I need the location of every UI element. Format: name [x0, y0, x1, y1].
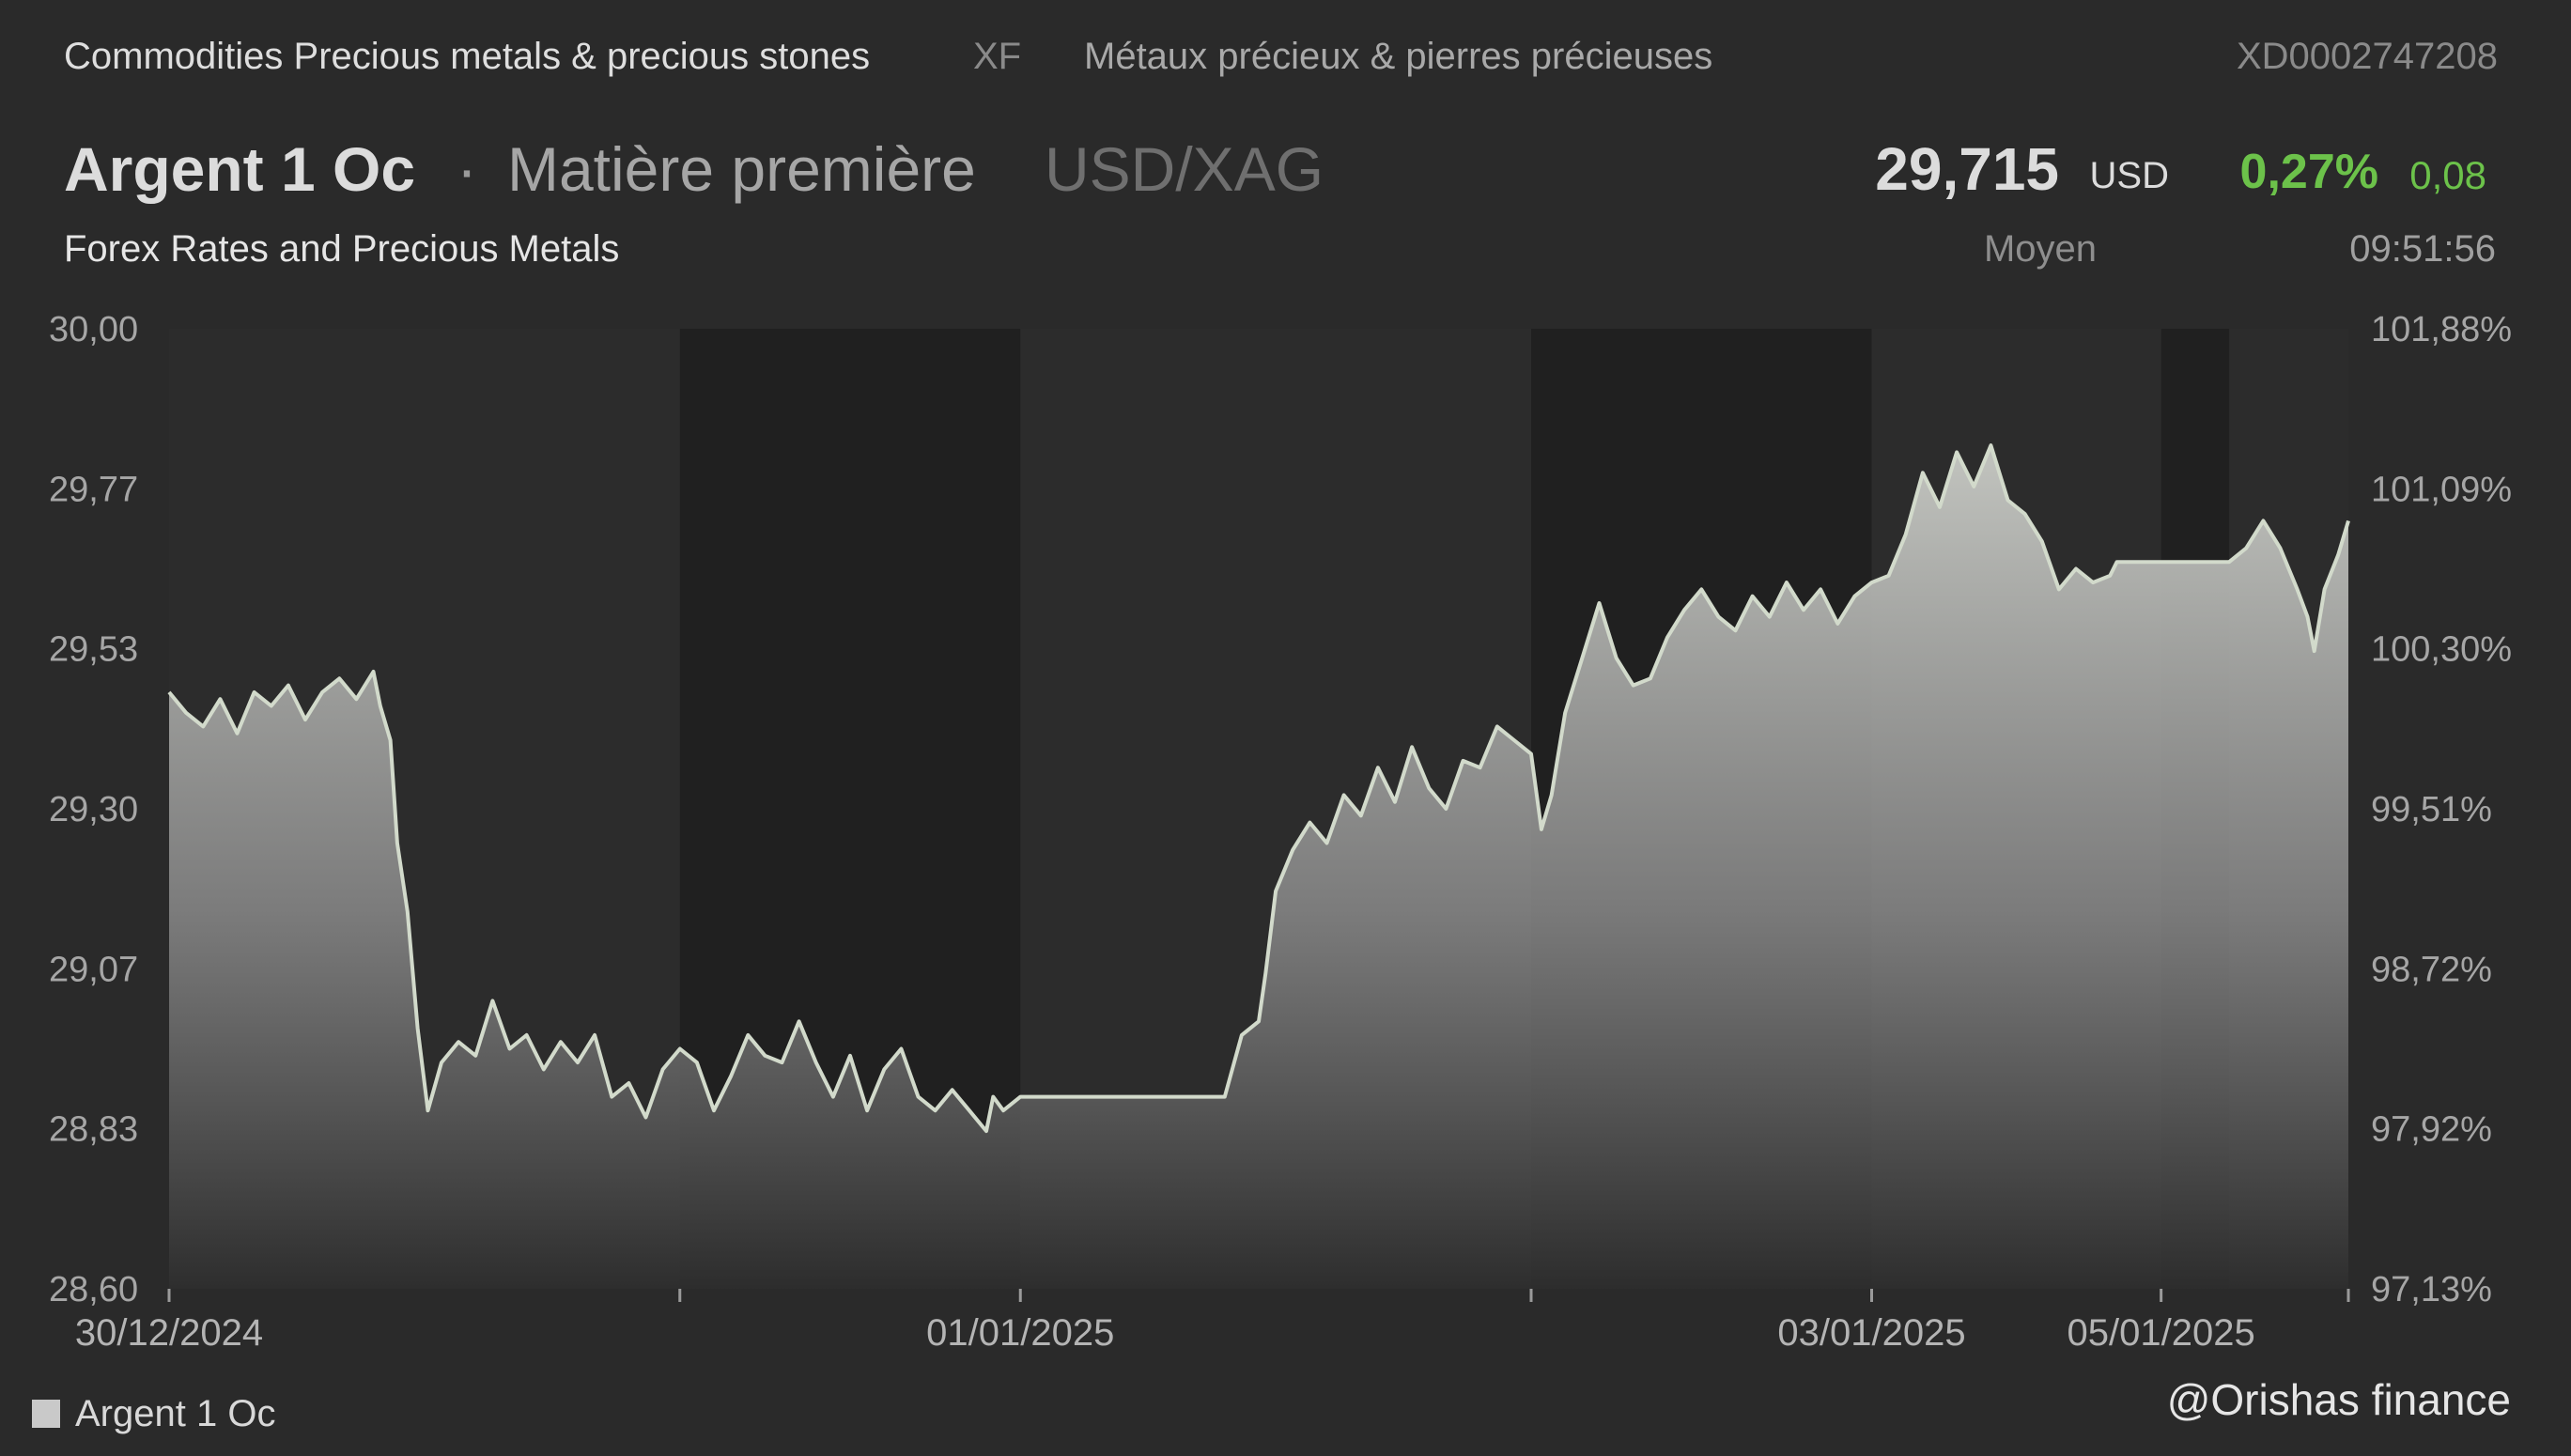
- title-separator: ·: [457, 134, 477, 204]
- exchange-code: XF: [973, 36, 1022, 77]
- instrument-subtitle: Forex Rates and Precious Metals: [64, 228, 620, 270]
- isin-code: XD0002747208: [2236, 36, 2498, 77]
- y-tick-left: 29,77: [49, 470, 138, 509]
- instrument-title: Argent 1 Oc: [64, 134, 416, 204]
- change-percent: 0,27%: [2239, 145, 2378, 199]
- y-tick-left: 29,53: [49, 630, 138, 670]
- y-tick-left: 28,83: [49, 1110, 138, 1150]
- legend-swatch: [32, 1400, 60, 1428]
- y-tick-right: 97,92%: [2371, 1110, 2492, 1150]
- y-tick-right: 100,30%: [2371, 630, 2512, 670]
- currency-pair: USD/XAG: [1045, 134, 1324, 204]
- quote-time: 09:51:56: [2349, 228, 2496, 270]
- price-line: [167, 443, 2350, 1134]
- y-tick-right: 101,88%: [2371, 310, 2512, 349]
- y-tick-right: 101,09%: [2371, 470, 2512, 509]
- y-tick-right: 99,51%: [2371, 790, 2492, 829]
- category-french-label: Métaux précieux & pierres précieuses: [1084, 36, 1713, 77]
- category-label: Commodities Precious metals & precious s…: [64, 36, 871, 77]
- y-tick-right: 98,72%: [2371, 950, 2492, 989]
- quote-mode: Moyen: [1983, 228, 2097, 270]
- y-tick-left: 30,00: [49, 310, 138, 349]
- instrument-type: Matière première: [507, 134, 976, 204]
- x-tick-label: 01/01/2025: [926, 1312, 1114, 1354]
- x-tick-label: 03/01/2025: [1777, 1312, 1965, 1354]
- price-area: [169, 445, 2348, 1290]
- change-absolute: 0,08: [2409, 153, 2486, 197]
- legend-label[interactable]: Argent 1 Oc: [75, 1393, 276, 1434]
- x-tick-label: 05/01/2025: [2068, 1312, 2255, 1354]
- y-tick-left: 28,60: [49, 1270, 138, 1309]
- price-currency: USD: [2089, 155, 2169, 196]
- y-tick-left: 29,30: [49, 790, 138, 829]
- watermark: @Orishas finance: [2166, 1375, 2511, 1424]
- x-tick-label: 30/12/2024: [75, 1312, 263, 1354]
- y-tick-left: 29,07: [49, 950, 138, 989]
- y-tick-right: 97,13%: [2371, 1270, 2492, 1309]
- last-price: 29,715: [1875, 135, 2059, 203]
